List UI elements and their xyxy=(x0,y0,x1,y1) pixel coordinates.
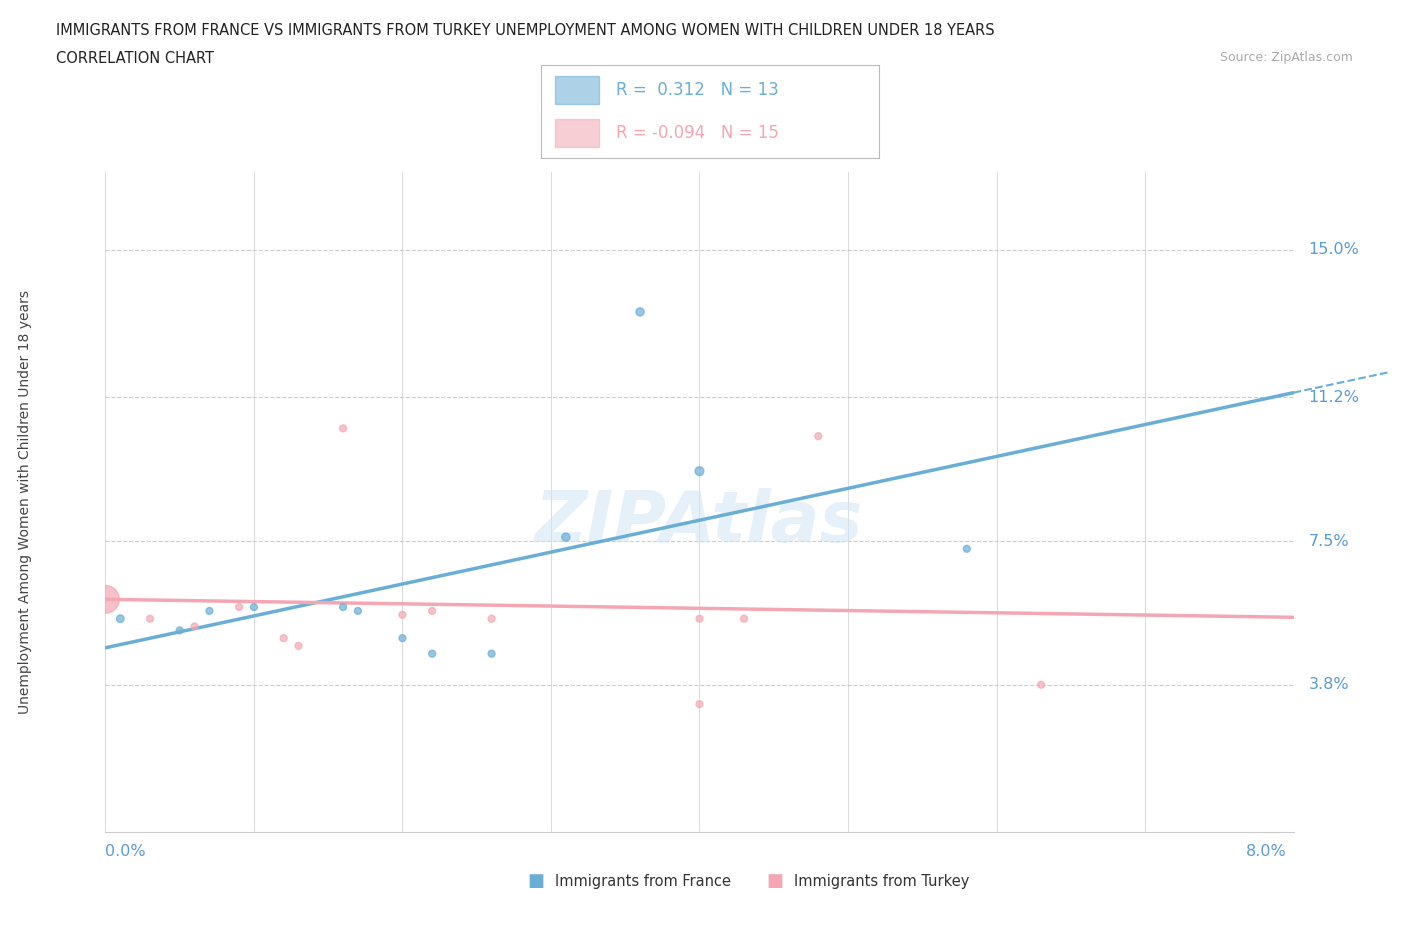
Text: 15.0%: 15.0% xyxy=(1309,242,1360,258)
Point xyxy=(94,591,117,606)
Point xyxy=(183,619,205,634)
Text: R = -0.094   N = 15: R = -0.094 N = 15 xyxy=(616,124,779,142)
Point xyxy=(228,600,250,615)
Point xyxy=(689,464,711,479)
Point xyxy=(391,631,413,645)
Point xyxy=(554,530,576,545)
Point xyxy=(420,604,443,618)
Point xyxy=(347,604,370,618)
Text: CORRELATION CHART: CORRELATION CHART xyxy=(56,51,214,66)
Point xyxy=(481,646,503,661)
Text: Unemployment Among Women with Children Under 18 years: Unemployment Among Women with Children U… xyxy=(18,290,32,714)
Point xyxy=(689,611,711,626)
Text: IMMIGRANTS FROM FRANCE VS IMMIGRANTS FROM TURKEY UNEMPLOYMENT AMONG WOMEN WITH C: IMMIGRANTS FROM FRANCE VS IMMIGRANTS FRO… xyxy=(56,23,995,38)
Text: Immigrants from France: Immigrants from France xyxy=(555,874,731,889)
Text: 11.2%: 11.2% xyxy=(1309,390,1360,405)
Point xyxy=(243,600,266,615)
Text: ■: ■ xyxy=(766,872,783,890)
Text: 7.5%: 7.5% xyxy=(1309,534,1348,549)
Point xyxy=(287,639,309,654)
Bar xyxy=(555,119,599,147)
Point xyxy=(273,631,295,645)
Point xyxy=(332,600,354,615)
Point xyxy=(420,646,443,661)
Text: 0.0%: 0.0% xyxy=(105,844,146,858)
Point xyxy=(628,304,651,319)
Text: ■: ■ xyxy=(527,872,544,890)
Text: Source: ZipAtlas.com: Source: ZipAtlas.com xyxy=(1219,51,1353,64)
Text: 8.0%: 8.0% xyxy=(1246,844,1286,858)
Point xyxy=(1029,677,1052,692)
Point xyxy=(139,611,162,626)
Text: 3.8%: 3.8% xyxy=(1309,677,1348,692)
Point xyxy=(733,611,755,626)
Point xyxy=(807,429,830,444)
Point xyxy=(198,604,221,618)
Point xyxy=(689,697,711,711)
Point xyxy=(481,611,503,626)
Text: ZIPAtlas: ZIPAtlas xyxy=(536,487,863,556)
Point xyxy=(956,541,979,556)
Point xyxy=(332,421,354,436)
Text: Immigrants from Turkey: Immigrants from Turkey xyxy=(794,874,970,889)
Text: R =  0.312   N = 13: R = 0.312 N = 13 xyxy=(616,81,779,100)
Point xyxy=(110,611,132,626)
Bar xyxy=(555,76,599,104)
Point xyxy=(391,607,413,622)
Point xyxy=(169,623,191,638)
